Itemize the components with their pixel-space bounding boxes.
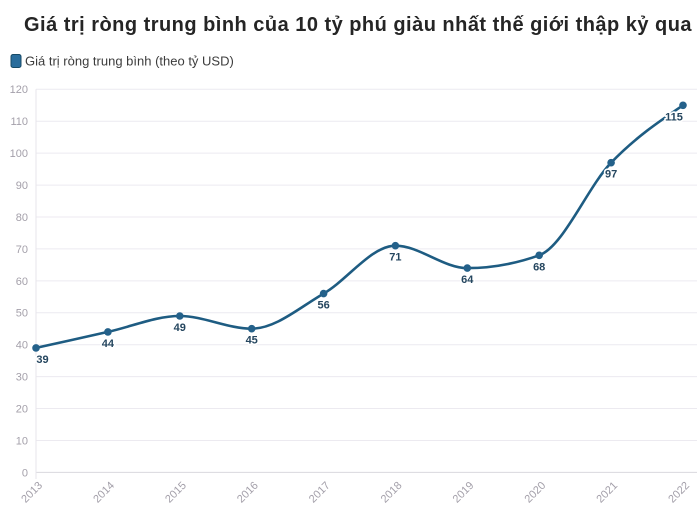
svg-text:49: 49 <box>174 322 186 334</box>
svg-text:71: 71 <box>389 252 401 264</box>
svg-text:0: 0 <box>22 467 28 479</box>
svg-text:39: 39 <box>36 354 48 366</box>
svg-text:40: 40 <box>16 340 28 352</box>
svg-text:100: 100 <box>10 148 28 160</box>
svg-text:20: 20 <box>16 403 28 415</box>
svg-text:45: 45 <box>246 335 258 347</box>
svg-text:56: 56 <box>317 300 329 312</box>
svg-text:68: 68 <box>533 261 545 273</box>
svg-text:44: 44 <box>102 338 115 350</box>
svg-text:60: 60 <box>16 276 28 288</box>
svg-text:90: 90 <box>16 180 28 192</box>
svg-text:64: 64 <box>461 274 474 286</box>
svg-text:110: 110 <box>10 116 28 128</box>
svg-text:Giá trị ròng trung bình (theo: Giá trị ròng trung bình (theo tỷ USD) <box>25 54 234 69</box>
svg-text:97: 97 <box>605 169 617 181</box>
svg-text:80: 80 <box>16 212 28 224</box>
svg-text:10: 10 <box>16 435 28 447</box>
svg-text:50: 50 <box>16 308 28 320</box>
svg-text:Giá trị ròng trung bình của 10: Giá trị ròng trung bình của 10 tỷ phú gi… <box>24 14 692 36</box>
svg-text:120: 120 <box>10 84 28 96</box>
svg-text:70: 70 <box>16 244 28 256</box>
svg-text:115: 115 <box>665 111 683 123</box>
svg-text:30: 30 <box>16 372 28 384</box>
